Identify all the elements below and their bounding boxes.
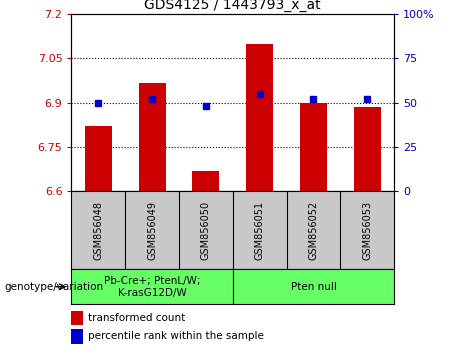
Text: GSM856052: GSM856052 — [308, 200, 319, 260]
Bar — [300, 103, 327, 191]
Bar — [354, 107, 381, 191]
Text: genotype/variation: genotype/variation — [5, 282, 104, 292]
Title: GDS4125 / 1443793_x_at: GDS4125 / 1443793_x_at — [144, 0, 321, 12]
Text: Pb-Cre+; PtenL/W;
K-rasG12D/W: Pb-Cre+; PtenL/W; K-rasG12D/W — [104, 276, 201, 298]
Bar — [139, 84, 165, 191]
Text: GSM856051: GSM856051 — [254, 200, 265, 260]
Text: GSM856049: GSM856049 — [147, 201, 157, 259]
Bar — [193, 171, 219, 191]
Text: GSM856050: GSM856050 — [201, 200, 211, 260]
Bar — [85, 126, 112, 191]
Text: transformed count: transformed count — [88, 313, 185, 323]
Text: Pten null: Pten null — [290, 282, 337, 292]
Bar — [246, 44, 273, 191]
Text: GSM856053: GSM856053 — [362, 200, 372, 260]
Text: percentile rank within the sample: percentile rank within the sample — [88, 331, 264, 342]
Text: GSM856048: GSM856048 — [93, 201, 103, 259]
